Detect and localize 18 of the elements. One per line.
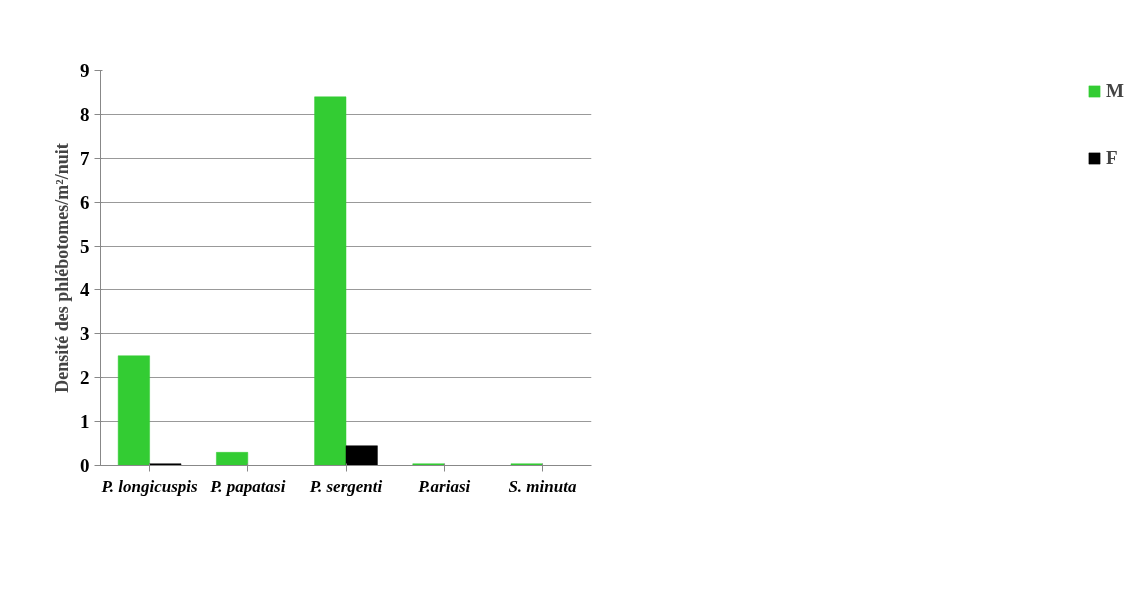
y-axis-title: Densité des phlébotomes/m²/nuit (52, 143, 72, 393)
x-tick-label: P. sergenti (308, 476, 383, 496)
y-tick-label: 2 (80, 367, 90, 389)
y-tick-label: 1 (80, 411, 90, 433)
y-tick-label: 7 (80, 147, 90, 169)
x-tick-label: P.ariasi (417, 476, 471, 496)
y-tick-label: 8 (80, 103, 90, 125)
y-tick-label: 6 (80, 191, 90, 213)
y-tick-label: 5 (80, 235, 90, 257)
legend-label: F (1106, 147, 1119, 169)
x-tick-label: S. minuta (508, 476, 577, 496)
x-tick-label: P. longicuspis (100, 476, 199, 496)
x-tick-label: P. papatasi (209, 476, 286, 496)
y-tick-label: 9 (80, 60, 90, 81)
y-tick-label: 0 (80, 455, 90, 476)
y-tick-label: 3 (80, 323, 90, 345)
legend-label: M (1106, 80, 1125, 102)
y-tick-label: 4 (80, 279, 90, 301)
